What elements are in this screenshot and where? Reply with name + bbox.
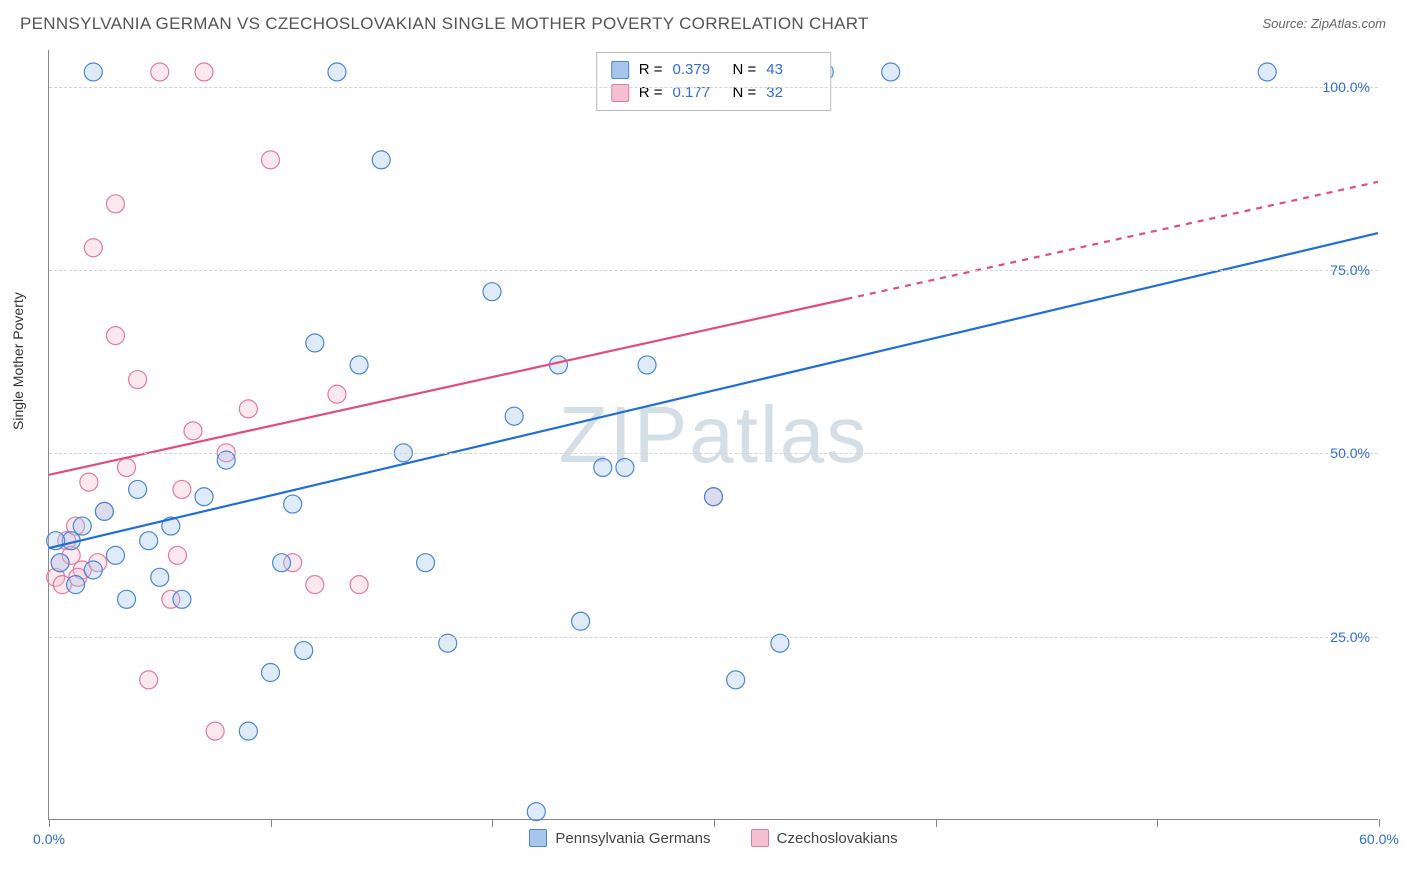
data-point (67, 576, 85, 594)
data-point (195, 488, 213, 506)
x-tick (936, 819, 937, 827)
n-label: N = (733, 59, 757, 82)
data-point (106, 327, 124, 345)
data-point (328, 63, 346, 81)
stats-row-blue: R = 0.379 N = 43 (611, 59, 817, 82)
data-point (140, 671, 158, 689)
n-value-blue: 43 (766, 59, 816, 82)
y-tick-label: 25.0% (1330, 629, 1370, 645)
data-point (84, 63, 102, 81)
gridline (49, 637, 1378, 638)
data-point (594, 458, 612, 476)
legend-label-blue: Pennsylvania Germans (555, 830, 710, 847)
data-point (184, 422, 202, 440)
data-point (616, 458, 634, 476)
source-label: Source: ZipAtlas.com (1262, 16, 1386, 31)
n-value-pink: 32 (766, 82, 816, 105)
r-label: R = (639, 82, 663, 105)
data-point (106, 195, 124, 213)
legend-item-pink: Czechoslovakians (751, 829, 898, 847)
n-label: N = (733, 82, 757, 105)
stats-legend: R = 0.379 N = 43 R = 0.177 N = 32 (596, 52, 832, 111)
data-point (73, 517, 91, 535)
data-point (328, 385, 346, 403)
data-point (168, 546, 186, 564)
data-point (129, 371, 147, 389)
data-point (372, 151, 390, 169)
data-point (206, 722, 224, 740)
regression-line (846, 182, 1378, 299)
gridline (49, 453, 1378, 454)
data-point (118, 458, 136, 476)
data-point (195, 63, 213, 81)
swatch-pink-icon (751, 829, 769, 847)
legend-label-pink: Czechoslovakians (777, 830, 898, 847)
data-point (95, 502, 113, 520)
data-point (572, 612, 590, 630)
data-point (129, 480, 147, 498)
data-point (727, 671, 745, 689)
x-tick-label: 0.0% (33, 831, 65, 847)
data-point (262, 664, 280, 682)
data-point (295, 642, 313, 660)
y-axis-label: Single Mother Poverty (10, 292, 26, 430)
x-tick (492, 819, 493, 827)
data-point (273, 554, 291, 572)
data-point (140, 532, 158, 550)
x-tick (714, 819, 715, 827)
data-point (239, 400, 257, 418)
data-point (638, 356, 656, 374)
data-point (350, 356, 368, 374)
y-tick-label: 50.0% (1330, 445, 1370, 461)
data-point (173, 480, 191, 498)
y-tick-label: 100.0% (1323, 79, 1370, 95)
data-point (173, 590, 191, 608)
x-tick (1379, 819, 1380, 827)
data-point (1258, 63, 1276, 81)
swatch-blue-icon (611, 61, 629, 79)
bottom-legend: Pennsylvania Germans Czechoslovakians (49, 829, 1378, 851)
data-point (505, 407, 523, 425)
data-point (306, 576, 324, 594)
x-tick-label: 60.0% (1359, 831, 1399, 847)
plot-svg (49, 50, 1378, 819)
data-point (882, 63, 900, 81)
legend-item-blue: Pennsylvania Germans (529, 829, 710, 847)
data-point (118, 590, 136, 608)
data-point (306, 334, 324, 352)
data-point (151, 568, 169, 586)
data-point (51, 554, 69, 572)
r-value-blue: 0.379 (673, 59, 723, 82)
data-point (106, 546, 124, 564)
x-tick (49, 819, 50, 827)
data-point (705, 488, 723, 506)
data-point (483, 283, 501, 301)
data-point (84, 239, 102, 257)
data-point (284, 495, 302, 513)
x-tick (271, 819, 272, 827)
x-tick (1157, 819, 1158, 827)
swatch-blue-icon (529, 829, 547, 847)
data-point (84, 561, 102, 579)
data-point (262, 151, 280, 169)
y-tick-label: 75.0% (1330, 262, 1370, 278)
data-point (350, 576, 368, 594)
data-point (417, 554, 435, 572)
gridline (49, 270, 1378, 271)
scatter-plot: ZIPatlas R = 0.379 N = 43 R = 0.177 N = … (48, 50, 1378, 820)
data-point (151, 63, 169, 81)
chart-title: PENNSYLVANIA GERMAN VS CZECHOSLOVAKIAN S… (20, 14, 869, 33)
r-label: R = (639, 59, 663, 82)
data-point (527, 803, 545, 821)
stats-row-pink: R = 0.177 N = 32 (611, 82, 817, 105)
data-point (80, 473, 98, 491)
r-value-pink: 0.177 (673, 82, 723, 105)
gridline (49, 87, 1378, 88)
data-point (239, 722, 257, 740)
